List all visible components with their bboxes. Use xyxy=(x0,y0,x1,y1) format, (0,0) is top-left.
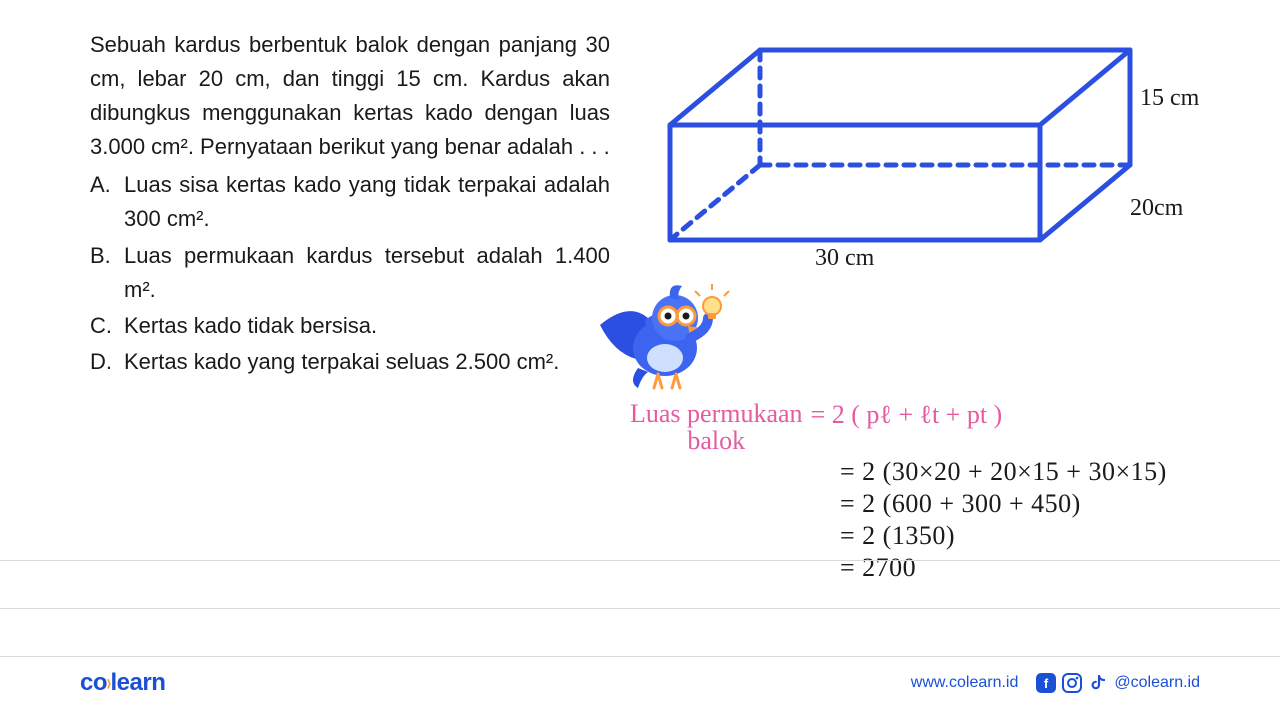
option-text: Kertas kado yang terpakai seluas 2.500 c… xyxy=(124,345,610,379)
dim-width: 20cm xyxy=(1130,195,1183,222)
formula-label: Luas permukaan balok xyxy=(630,400,803,455)
calc-line-1: = 2 (30×20 + 20×15 + 30×15) xyxy=(840,457,1250,487)
footer-right: www.colearn.id f @colearn.id xyxy=(911,673,1200,693)
option-text: Kertas kado tidak bersisa. xyxy=(124,309,610,343)
option-letter: D. xyxy=(90,345,124,379)
facebook-icon: f xyxy=(1036,673,1056,693)
option-a: A. Luas sisa kertas kado yang tidak terp… xyxy=(90,168,610,236)
footer: co›learn www.colearn.id f @colearn.id xyxy=(0,666,1280,700)
footer-url: www.colearn.id xyxy=(911,674,1019,692)
solution-work: Luas permukaan balok = 2 ( pℓ + ℓt + pt … xyxy=(630,400,1250,583)
tiktok-icon xyxy=(1088,673,1108,693)
calc-line-4: = 2700 xyxy=(840,553,1250,583)
logo-co: co xyxy=(80,669,107,696)
option-c: C. Kertas kado tidak bersisa. xyxy=(90,309,610,343)
cuboid-svg xyxy=(640,30,1200,290)
option-text: Luas permukaan kardus tersebut adalah 1.… xyxy=(124,239,610,307)
dim-length: 30 cm xyxy=(815,245,874,272)
footer-handle: @colearn.id xyxy=(1114,674,1200,692)
mascot-bird-icon xyxy=(590,270,730,400)
cuboid-diagram: 15 cm 20cm 30 cm xyxy=(640,30,1200,290)
problem-text: Sebuah kardus berbentuk balok dengan pan… xyxy=(90,28,610,379)
social-icons: f @colearn.id xyxy=(1036,673,1200,693)
calc-lines: = 2 (30×20 + 20×15 + 30×15) = 2 (600 + 3… xyxy=(840,457,1250,583)
brand-logo: co›learn xyxy=(80,669,165,697)
formula-label-line1: Luas permukaan xyxy=(630,399,803,428)
formula-expression: = 2 ( pℓ + ℓt + pt ) xyxy=(811,400,1003,430)
logo-chevron-icon: › xyxy=(107,669,112,697)
dim-height: 15 cm xyxy=(1140,85,1199,112)
problem-intro: Sebuah kardus berbentuk balok dengan pan… xyxy=(90,28,610,164)
formula-row: Luas permukaan balok = 2 ( pℓ + ℓt + pt … xyxy=(630,400,1250,455)
option-text: Luas sisa kertas kado yang tidak terpaka… xyxy=(124,168,610,236)
option-letter: C. xyxy=(90,309,124,343)
instagram-icon xyxy=(1062,673,1082,693)
calc-line-2: = 2 (600 + 300 + 450) xyxy=(840,489,1250,519)
option-letter: B. xyxy=(90,239,124,307)
svg-text:f: f xyxy=(1044,676,1049,691)
ruled-line xyxy=(0,608,1280,609)
formula-label-line2: balok xyxy=(687,426,745,455)
ruled-line xyxy=(0,560,1280,561)
option-d: D. Kertas kado yang terpakai seluas 2.50… xyxy=(90,345,610,379)
ruled-line xyxy=(0,656,1280,657)
option-letter: A. xyxy=(90,168,124,236)
logo-learn: learn xyxy=(111,669,166,696)
option-list: A. Luas sisa kertas kado yang tidak terp… xyxy=(90,168,610,379)
option-b: B. Luas permukaan kardus tersebut adalah… xyxy=(90,239,610,307)
calc-line-3: = 2 (1350) xyxy=(840,521,1250,551)
